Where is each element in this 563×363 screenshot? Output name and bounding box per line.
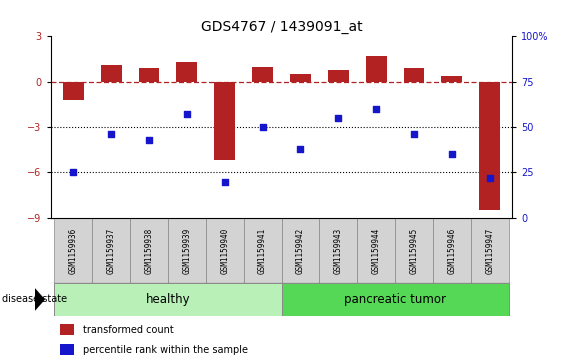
Bar: [60, 344, 74, 355]
Point: [258, 124, 267, 130]
Text: pancreatic tumor: pancreatic tumor: [344, 293, 446, 306]
Bar: [404, 68, 425, 82]
FancyBboxPatch shape: [357, 218, 395, 283]
Point: [220, 179, 229, 184]
Text: GSM1159943: GSM1159943: [334, 227, 343, 274]
Bar: [252, 66, 273, 82]
Point: [447, 151, 456, 157]
FancyBboxPatch shape: [55, 283, 282, 316]
FancyBboxPatch shape: [471, 218, 508, 283]
Text: disease state: disease state: [2, 294, 68, 305]
Bar: [441, 76, 462, 82]
Title: GDS4767 / 1439091_at: GDS4767 / 1439091_at: [200, 20, 363, 34]
FancyBboxPatch shape: [395, 218, 433, 283]
Text: GSM1159941: GSM1159941: [258, 227, 267, 274]
Text: GSM1159945: GSM1159945: [409, 227, 418, 274]
Bar: [290, 74, 311, 82]
Bar: [328, 70, 348, 82]
FancyBboxPatch shape: [130, 218, 168, 283]
Text: GSM1159938: GSM1159938: [145, 227, 154, 274]
FancyBboxPatch shape: [206, 218, 244, 283]
Point: [107, 131, 116, 137]
Text: GSM1159947: GSM1159947: [485, 227, 494, 274]
Bar: [63, 82, 84, 100]
Point: [296, 146, 305, 152]
Bar: [479, 82, 500, 210]
Bar: [366, 56, 387, 82]
Bar: [176, 62, 197, 82]
Point: [485, 175, 494, 181]
Text: GSM1159942: GSM1159942: [296, 227, 305, 274]
Text: GSM1159937: GSM1159937: [107, 227, 116, 274]
Text: GSM1159939: GSM1159939: [182, 227, 191, 274]
Text: transformed count: transformed count: [83, 325, 174, 335]
Bar: [215, 82, 235, 160]
Bar: [101, 65, 122, 82]
FancyBboxPatch shape: [282, 218, 319, 283]
FancyBboxPatch shape: [319, 218, 357, 283]
FancyBboxPatch shape: [282, 283, 508, 316]
Text: healthy: healthy: [146, 293, 190, 306]
Text: percentile rank within the sample: percentile rank within the sample: [83, 345, 248, 355]
Point: [372, 106, 381, 112]
Text: GSM1159944: GSM1159944: [372, 227, 381, 274]
Text: GSM1159946: GSM1159946: [447, 227, 456, 274]
Text: GSM1159940: GSM1159940: [220, 227, 229, 274]
FancyBboxPatch shape: [92, 218, 130, 283]
Point: [409, 131, 418, 137]
Point: [334, 115, 343, 121]
Polygon shape: [35, 288, 45, 311]
FancyBboxPatch shape: [55, 218, 92, 283]
FancyBboxPatch shape: [433, 218, 471, 283]
Bar: [138, 68, 159, 82]
FancyBboxPatch shape: [244, 218, 282, 283]
FancyBboxPatch shape: [168, 218, 206, 283]
Point: [145, 137, 154, 143]
Bar: [60, 324, 74, 335]
Point: [182, 111, 191, 117]
Point: [69, 170, 78, 175]
Text: GSM1159936: GSM1159936: [69, 227, 78, 274]
